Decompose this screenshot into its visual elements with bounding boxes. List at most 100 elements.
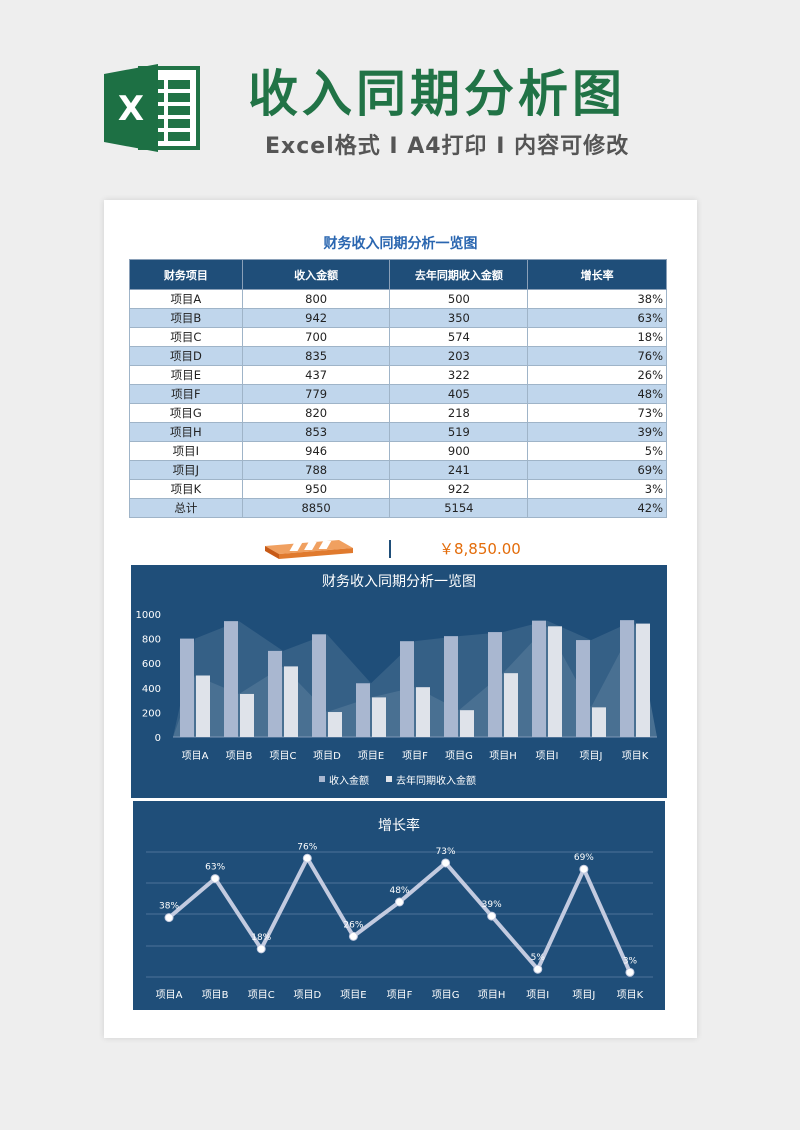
bar-income — [532, 620, 546, 737]
growth-data-label: 5% — [531, 953, 546, 963]
y-tick-label: 0 — [155, 733, 161, 744]
bar-income — [268, 650, 282, 737]
x-tick-label: 项目C — [270, 750, 297, 762]
table-cell-item: 项目J — [129, 460, 243, 480]
table-cell-income: 437 — [241, 365, 391, 385]
table-cell-growth: 69% — [527, 460, 667, 480]
growth-data-label: 39% — [482, 900, 502, 910]
column-header: 财务项目 — [129, 259, 243, 290]
bar-income — [620, 620, 634, 737]
x-tick-label: 项目I — [536, 750, 559, 762]
table-cell-item: 项目B — [129, 308, 243, 328]
table-body: 项目A 800 500 38% 项目B 942 350 63% 项目C 700 574 18% 项目D 8… — [129, 289, 667, 518]
bar-income — [488, 632, 502, 737]
table-cell-growth: 5% — [527, 441, 667, 461]
table-cell-income: 779 — [241, 384, 391, 404]
growth-data-label: 3% — [623, 956, 638, 966]
growth-point — [533, 964, 543, 974]
table-cell-item: 项目H — [129, 422, 243, 442]
legend-swatch-income — [319, 776, 325, 782]
excel-logo-icon: X — [104, 64, 200, 152]
table-cell-growth: 63% — [527, 308, 667, 328]
table-cell-income: 942 — [241, 308, 391, 328]
page-title: 收入同期分析图 — [248, 65, 626, 123]
growth-data-label: 18% — [251, 933, 271, 943]
x-tick-label: 项目G — [432, 989, 460, 1001]
column-header: 增长率 — [527, 259, 667, 290]
x-tick-label: 项目I — [526, 989, 549, 1001]
table-cell-growth: 38% — [527, 289, 667, 309]
growth-data-label: 76% — [297, 842, 317, 852]
line-chart-title: 增长率 — [378, 818, 420, 834]
bar-last-year — [328, 712, 342, 737]
table-cell-last: 900 — [389, 441, 529, 461]
bar-last-year — [240, 693, 254, 737]
bar-last-year — [284, 666, 298, 737]
table-cell-last: 350 — [389, 308, 529, 328]
table-cell-last: 322 — [389, 365, 529, 385]
table-cell-item: 项目D — [129, 346, 243, 366]
bar-last-year — [196, 675, 210, 737]
growth-data-label: 63% — [205, 863, 225, 873]
income-bar-chart: 财务收入同期分析一览图 0 200 400 600 800 1000 项目A 项目B 项目C 项目… — [131, 565, 667, 798]
table-cell-growth: 39% — [527, 422, 667, 442]
total-amount: ￥8,850.00 — [439, 540, 521, 558]
y-tick-label: 800 — [142, 635, 161, 646]
table-header-row: 财务项目 收入金额 去年同期收入金额 增长率 — [129, 259, 667, 290]
growth-data-label: 73% — [436, 847, 456, 857]
table-cell-income: 820 — [241, 403, 391, 423]
table-row: 项目D 835 203 76% — [129, 346, 667, 366]
x-tick-label: 项目F — [402, 750, 428, 762]
x-tick-label: 项目G — [445, 750, 473, 762]
table-cell-growth: 18% — [527, 327, 667, 347]
bar-last-year — [372, 697, 386, 737]
x-tick-label: 项目H — [478, 989, 506, 1001]
growth-data-label: 48% — [389, 886, 409, 896]
bar-income — [224, 621, 238, 737]
table-row: 项目E 437 322 26% — [129, 365, 667, 385]
x-tick-label: 项目J — [572, 989, 595, 1001]
table-cell-growth: 26% — [527, 365, 667, 385]
table-row: 项目G 820 218 73% — [129, 403, 667, 423]
table-row: 项目B 942 350 63% — [129, 308, 667, 328]
line-chart-plot: 38% 项目A 63% 项目B 18% 项目C 76% 项目D 26% 项目E 48% 项目F 73% 项… — [146, 842, 653, 1001]
y-tick-label: 1000 — [136, 610, 161, 621]
growth-point — [302, 853, 312, 863]
x-tick-label: 项目D — [313, 750, 341, 762]
x-tick-label: 项目E — [340, 989, 366, 1001]
table-total-row: 总计 8850 5154 42% — [129, 498, 667, 518]
bar-income — [444, 636, 458, 737]
table-row: 项目J 788 241 69% — [129, 460, 667, 480]
bar-income — [400, 641, 414, 737]
table-cell-last: 519 — [389, 422, 529, 442]
table-row: 项目F 779 405 48% — [129, 384, 667, 404]
table-cell-last: 500 — [389, 289, 529, 309]
growth-line-chart: 增长率 38% 项目A 63% 项目B 18% 项目C 76% 项目D 26% 项目E 48% 项目F… — [133, 801, 665, 1010]
table-cell-last: 218 — [389, 403, 529, 423]
growth-point — [210, 874, 220, 884]
table-row: 项目C 700 574 18% — [129, 327, 667, 347]
table-cell-growth: 73% — [527, 403, 667, 423]
bar-income — [576, 640, 590, 737]
sheet-title: 财务收入同期分析一览图 — [323, 236, 478, 252]
table-row: 项目K 950 922 3% — [129, 479, 667, 499]
table-row: 项目H 853 519 39% — [129, 422, 667, 442]
money-stack-icon — [265, 540, 353, 559]
table-cell-growth: 3% — [527, 479, 667, 499]
bar-chart-title: 财务收入同期分析一览图 — [322, 574, 476, 590]
growth-data-label: 26% — [343, 920, 363, 930]
table-cell-growth: 48% — [527, 384, 667, 404]
data-table: 财务项目 收入金额 去年同期收入金额 增长率 项目A 800 500 38% 项目B 94… — [129, 259, 667, 518]
table-cell-item: 项目C — [129, 327, 243, 347]
bar-last-year — [460, 710, 474, 737]
column-header: 去年同期收入金额 — [389, 259, 529, 290]
bar-income — [356, 683, 370, 737]
growth-point — [625, 967, 635, 977]
growth-series-line — [167, 856, 632, 974]
x-tick-label: 项目E — [358, 750, 384, 762]
y-tick-label: 600 — [142, 659, 161, 670]
x-tick-label: 项目D — [293, 989, 321, 1001]
growth-point — [348, 931, 358, 941]
table-cell-item: 项目K — [129, 479, 243, 499]
legend-label-income: 收入金额 — [329, 774, 369, 787]
